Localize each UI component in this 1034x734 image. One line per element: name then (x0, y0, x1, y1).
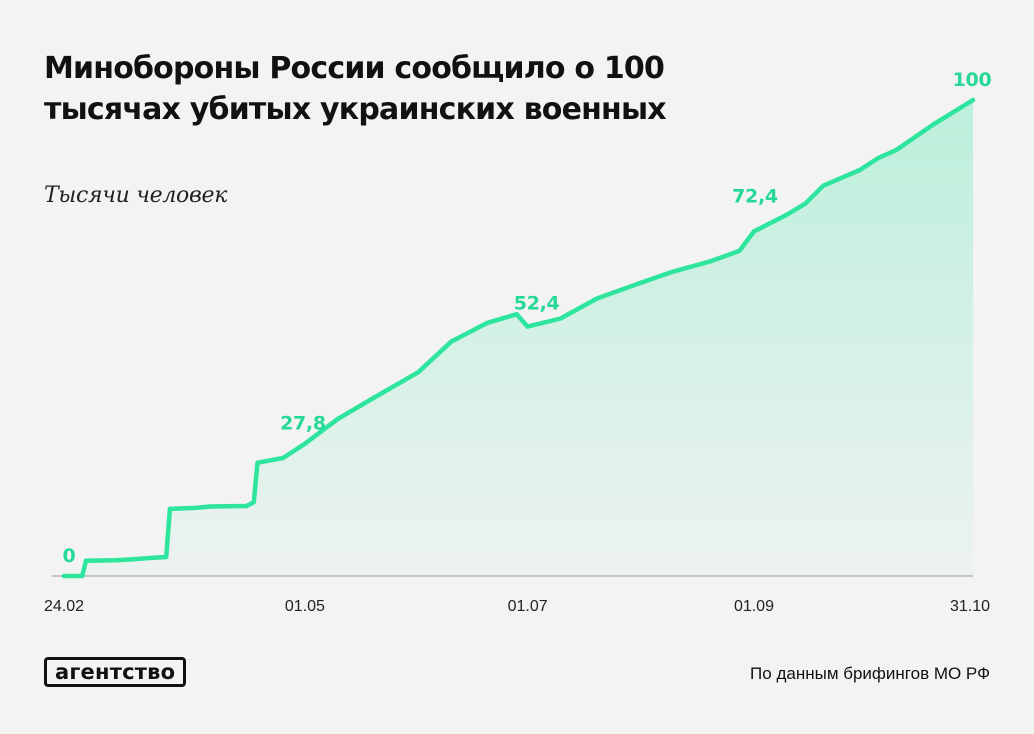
data-label-2: 52,4 (514, 293, 560, 315)
x-tick-label-2: 01.07 (508, 598, 548, 615)
agentstvo-logo: агентство (44, 657, 187, 687)
series-area (64, 100, 973, 576)
series-line (61, 97, 976, 579)
data-label-0: 0 (63, 545, 76, 567)
data-label-4: 100 (953, 69, 992, 91)
x-tick-label-1: 01.05 (285, 598, 325, 615)
x-tick-label-0: 24.02 (44, 598, 84, 615)
source-note: По данным брифингов МО РФ (750, 664, 990, 683)
data-label-1: 27,8 (280, 413, 326, 435)
x-tick-label-3: 01.09 (734, 598, 774, 615)
x-tick-label-4: 31.10 (950, 598, 990, 615)
chart-title: Минобороны России сообщило о 100 тысячах… (44, 51, 667, 127)
chart-subtitle: Тысячи человек (44, 183, 228, 208)
data-label-3: 72,4 (732, 185, 778, 207)
